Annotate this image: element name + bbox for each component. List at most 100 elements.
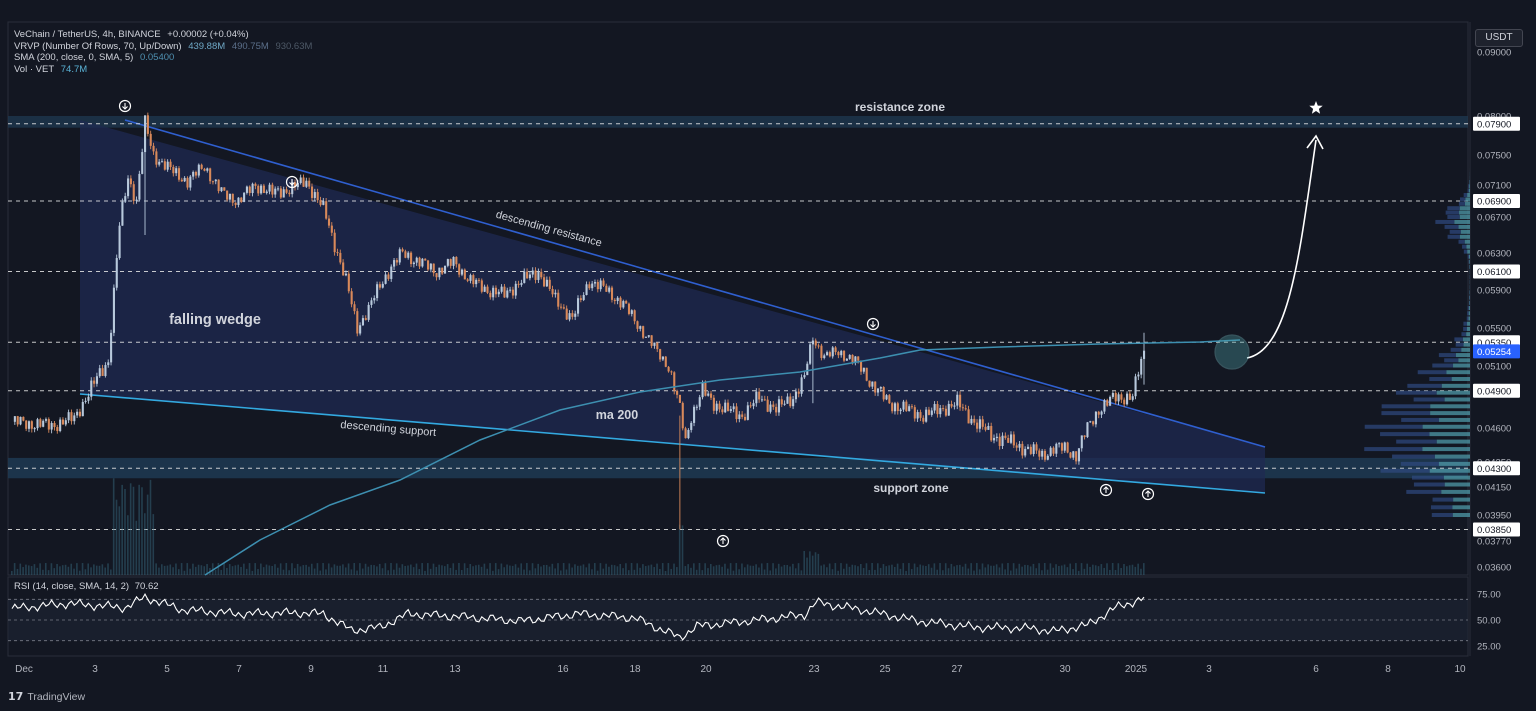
time-tick-label: 7 [236, 664, 242, 675]
candle [175, 166, 178, 177]
candle [953, 402, 956, 410]
level-price-text: 0.05350 [1477, 338, 1511, 349]
candle [359, 322, 362, 336]
candle [732, 403, 735, 413]
candle [112, 284, 115, 337]
candle [50, 421, 53, 434]
candle [1103, 398, 1106, 415]
candle [155, 148, 158, 168]
candle [262, 183, 265, 194]
candle [44, 417, 48, 423]
vrvp-row[interactable]: VRVP (Number Of Rows, 70, Up/Down) 439.8… [14, 41, 316, 53]
price-tick-label: 0.04600 [1477, 424, 1511, 435]
candle [1021, 441, 1024, 459]
time-tick-label: 18 [629, 664, 641, 675]
candle [1143, 332, 1146, 385]
candle [579, 295, 582, 303]
candle [919, 409, 922, 422]
candle [1120, 392, 1123, 404]
candle [893, 401, 897, 415]
current-price-badge: 0.05254 [1473, 344, 1520, 359]
candle [936, 401, 939, 418]
candle [1029, 444, 1032, 456]
candle [987, 422, 990, 430]
candle [160, 158, 164, 163]
candle [217, 179, 220, 194]
candle [104, 362, 107, 378]
candle [42, 419, 45, 428]
candle [639, 325, 642, 332]
candle [415, 256, 418, 266]
candle [47, 417, 50, 433]
candle [101, 364, 104, 376]
candle [1004, 432, 1007, 440]
level-price-badge: 0.06900 [1473, 194, 1520, 208]
candle [789, 393, 792, 408]
rsi-band [8, 599, 1468, 641]
candle [786, 393, 789, 404]
volume-value: 74.7M [60, 63, 88, 75]
sma-row[interactable]: SMA (200, close, 0, SMA, 5) 0.05400 [14, 52, 316, 64]
candle [981, 415, 984, 430]
candle [1066, 441, 1069, 454]
currency-selector[interactable]: USDT [1475, 29, 1523, 47]
candle [797, 388, 800, 398]
tradingview-logo[interactable]: 17 TradingView [8, 690, 85, 703]
indicator-legend: VeChain / TetherUS, 4h, BINANCE +0.00002… [14, 29, 316, 75]
candle [622, 299, 625, 309]
time-tick-label: 8 [1385, 664, 1391, 675]
candle [667, 366, 670, 373]
candle [407, 251, 410, 260]
candle [146, 112, 149, 137]
candle [129, 175, 132, 188]
candle [681, 401, 684, 431]
candle [76, 408, 79, 419]
price-tick-label: 0.03600 [1477, 563, 1511, 574]
candle [1100, 410, 1103, 418]
resistance-zone-band [8, 116, 1468, 128]
candle [854, 356, 857, 366]
rsi-legend[interactable]: RSI (14, close, SMA, 14, 2) 70.62 [14, 581, 159, 592]
candle [203, 167, 206, 172]
candle [268, 182, 271, 195]
candle [107, 359, 110, 368]
candle [206, 167, 209, 173]
candle [509, 286, 512, 293]
candle [25, 419, 28, 432]
candle [93, 377, 96, 388]
candle [860, 360, 863, 375]
candle [98, 364, 101, 378]
level-price-text: 0.06100 [1477, 267, 1511, 278]
projection-arrow [1246, 139, 1317, 359]
candle [560, 303, 563, 310]
candle [1026, 444, 1030, 450]
candle [927, 406, 931, 416]
time-tick-label: 11 [378, 664, 389, 675]
candle [800, 374, 803, 397]
candle [670, 370, 673, 375]
candle [141, 148, 144, 175]
price-change: +0.00002 (+0.04%) [167, 29, 249, 40]
candle [998, 433, 1001, 450]
candle [480, 278, 483, 294]
candle [653, 342, 656, 349]
candle [500, 284, 503, 294]
candle [899, 407, 902, 415]
candle [127, 175, 130, 199]
candle [446, 258, 449, 268]
candle [308, 177, 311, 190]
descending-resistance-line [124, 119, 1266, 448]
candle [149, 130, 152, 150]
candle [438, 267, 441, 280]
candle [831, 345, 834, 359]
volume-row[interactable]: Vol · VET 74.7M [14, 64, 316, 76]
candle [381, 281, 384, 289]
candle [843, 349, 846, 363]
candle [925, 406, 928, 423]
candle [223, 187, 226, 191]
symbol-row[interactable]: VeChain / TetherUS, 4h, BINANCE +0.00002… [14, 29, 316, 41]
time-tick-label: 25 [879, 664, 891, 675]
candle [163, 158, 166, 171]
candle [347, 270, 350, 294]
